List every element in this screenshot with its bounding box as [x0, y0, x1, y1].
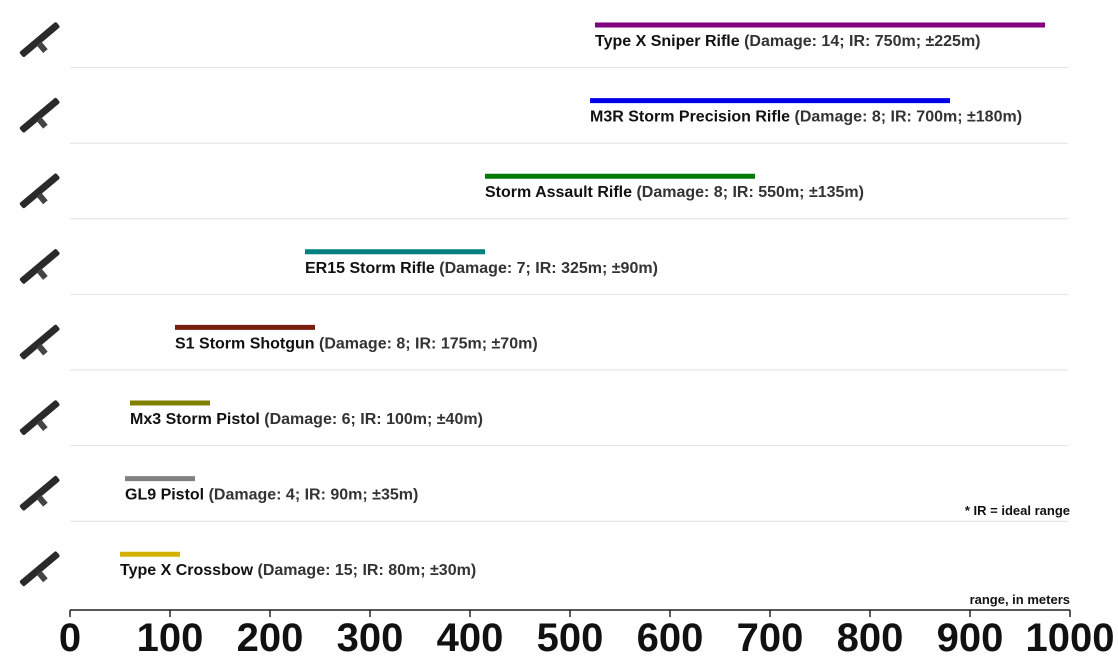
icon-body	[19, 475, 60, 511]
x-tick-label: 600	[637, 616, 704, 659]
x-tick-label: 800	[837, 616, 904, 659]
weapon-icon	[19, 475, 60, 511]
weapon-details: (Damage: 4; IR: 90m; ±35m)	[209, 487, 419, 504]
weapon-details: (Damage: 7; IR: 325m; ±90m)	[439, 260, 658, 277]
bar-label: Mx3 Storm Pistol (Damage: 6; IR: 100m; ±…	[130, 411, 483, 428]
icon-grip	[36, 495, 48, 507]
weapon-icon	[19, 173, 60, 209]
weapon-name: Storm Assault Rifle	[485, 184, 632, 201]
icon-grip	[36, 343, 48, 356]
weapon-icon	[19, 551, 60, 587]
x-axis-label: range, in meters	[970, 592, 1070, 607]
x-tick-label: 500	[537, 616, 604, 659]
weapon-icon	[19, 22, 60, 57]
x-tick-label: 300	[337, 616, 404, 659]
icon-body	[19, 173, 60, 209]
weapon-icon	[19, 324, 60, 360]
weapon-details: (Damage: 8; IR: 550m; ±135m)	[636, 184, 864, 201]
icon-grip	[36, 41, 48, 54]
icon-grip	[36, 268, 48, 280]
x-tick-label: 700	[737, 616, 804, 659]
weapon-details: (Damage: 8; IR: 700m; ±180m)	[795, 109, 1023, 126]
weapon-icon	[19, 400, 60, 435]
weapon-details: (Damage: 6; IR: 100m; ±40m)	[264, 411, 483, 428]
bar-label: M3R Storm Precision Rifle (Damage: 8; IR…	[590, 109, 1022, 126]
weapon-icon	[19, 249, 60, 284]
icon-body	[19, 22, 60, 57]
x-tick-label: 1000	[1026, 616, 1115, 659]
icon-body	[19, 551, 60, 587]
weapon-details: (Damage: 15; IR: 80m; ±30m)	[258, 562, 477, 579]
weapon-name: M3R Storm Precision Rifle	[590, 109, 790, 126]
x-tick-label: 0	[59, 616, 81, 659]
weapon-name: S1 Storm Shotgun	[175, 336, 315, 353]
icon-grip	[36, 192, 48, 205]
x-tick-label: 900	[937, 616, 1004, 659]
weapon-name: GL9 Pistol	[125, 487, 204, 504]
weapon-name: ER15 Storm Rifle	[305, 260, 435, 277]
bar-label: Type X Crossbow (Damage: 15; IR: 80m; ±3…	[120, 562, 476, 579]
x-tick-label: 100	[137, 616, 204, 659]
weapon-name: Mx3 Storm Pistol	[130, 411, 260, 428]
weapon-name: Type X Crossbow	[120, 562, 254, 579]
icon-body	[19, 324, 60, 360]
icon-body	[19, 400, 60, 435]
weapon-details: (Damage: 8; IR: 175m; ±70m)	[319, 336, 538, 353]
bar-label: Type X Sniper Rifle (Damage: 14; IR: 750…	[595, 33, 981, 50]
note: * IR = ideal range	[965, 503, 1070, 518]
icon-grip	[36, 117, 48, 129]
bar-label: S1 Storm Shotgun (Damage: 8; IR: 175m; ±…	[175, 336, 538, 353]
x-tick-label: 400	[437, 616, 504, 659]
x-tick-label: 200	[237, 616, 304, 659]
icon-body	[19, 249, 60, 284]
icon-grip	[36, 419, 48, 432]
weapon-name: Type X Sniper Rifle	[595, 33, 740, 50]
bar-label: ER15 Storm Rifle (Damage: 7; IR: 325m; ±…	[305, 260, 658, 277]
bar-label: GL9 Pistol (Damage: 4; IR: 90m; ±35m)	[125, 487, 418, 504]
weapon-details: (Damage: 14; IR: 750m; ±225m)	[744, 33, 980, 50]
icon-grip	[36, 570, 48, 583]
weapon-icon	[19, 97, 60, 133]
bar-label: Storm Assault Rifle (Damage: 8; IR: 550m…	[485, 184, 864, 201]
icon-body	[19, 97, 60, 133]
